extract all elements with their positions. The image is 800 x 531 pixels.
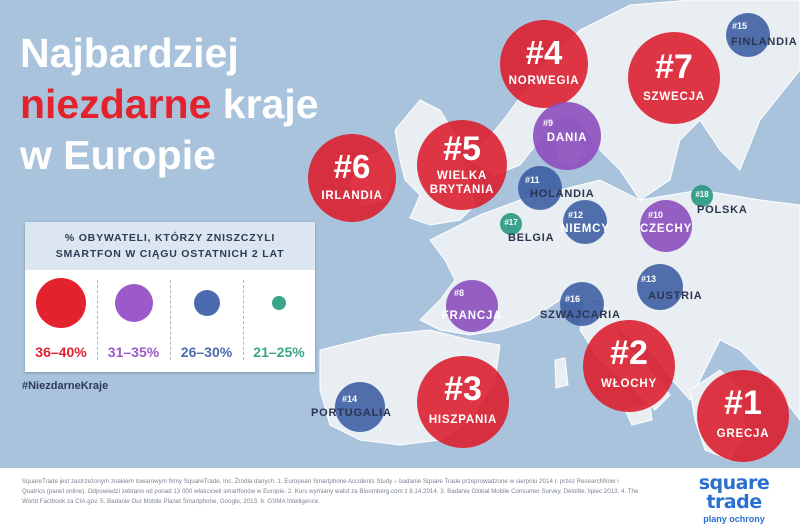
country-name: CZECHY	[639, 223, 693, 235]
footer: SquareTrade jest zastrzeżonym znakiem to…	[0, 468, 800, 531]
country-name: WIELKA BRYTANIA	[387, 169, 537, 197]
legend-dot-red	[36, 278, 86, 328]
legend-divider	[170, 280, 171, 360]
rank-label: #5	[443, 130, 481, 168]
country-name-portugalia: PORTUGALIA	[311, 407, 392, 419]
logo-line-1: square	[698, 472, 770, 494]
rank-label: #18	[695, 190, 709, 199]
rank-label: #4	[525, 34, 563, 71]
rank-label: #14	[342, 394, 358, 404]
country-name: WŁOCHY	[601, 378, 657, 390]
legend-divider	[243, 280, 244, 360]
legend: % OBYWATELI, KTÓRZY ZNISZCZYLI SMARTFON …	[25, 222, 315, 372]
title-line-3: w Europie	[20, 132, 216, 178]
bubble-grecja: #1 GRECJA	[697, 370, 789, 462]
country-name: NIEMCY	[560, 223, 610, 235]
rank-label: #8	[454, 288, 465, 298]
legend-label: 21–25%	[253, 344, 305, 360]
bubble-hiszpania: #3 HISZPANIA	[417, 356, 509, 448]
country-name-line-1: WIELKA	[436, 170, 488, 182]
title-highlight: niezdarne	[20, 81, 212, 127]
legend-dot-purple	[115, 284, 153, 322]
page-title: Najbardziej niezdarne kraje w Europie	[20, 28, 319, 181]
country-name-austria: AUSTRIA	[648, 290, 703, 302]
bubble-finlandia: #15	[726, 13, 770, 57]
bubble-belgia: #17	[500, 213, 522, 235]
rank-label: #6	[333, 148, 371, 185]
bubble-portugalia: #14	[335, 382, 385, 432]
rank-label: #15	[732, 21, 748, 31]
squaretrade-logo: square trade plany ochrony	[684, 472, 784, 525]
hashtag: #NiezdarneKraje	[22, 380, 109, 392]
country-name-polska: POLSKA	[697, 204, 748, 216]
bubble-holandia: #11	[518, 166, 562, 210]
country-name: FRANCJA	[441, 310, 503, 322]
country-name-finlandia: FINLANDIA	[731, 36, 798, 48]
legend-dot-green	[272, 296, 286, 310]
country-name-szwajcaria: SZWAJCARIA	[540, 309, 621, 321]
legend-item-26-30: 26–30%	[170, 270, 243, 372]
country-name: DANIA	[546, 132, 588, 144]
rank-label: #1	[724, 384, 762, 422]
source-footnote: SquareTrade jest zastrzeżonym znakiem to…	[22, 478, 639, 505]
legend-dot-blue	[194, 290, 220, 316]
rank-label: #2	[610, 334, 648, 372]
legend-heading: % OBYWATELI, KTÓRZY ZNISZCZYLI SMARTFON …	[25, 222, 315, 270]
bubble-wielka-brytania: #5 WIELKA BRYTANIA	[417, 120, 507, 210]
bubble-szwecja: #7 SZWECJA	[628, 32, 720, 124]
rank-label: #12	[568, 210, 584, 220]
bubble-polska: #18	[691, 185, 713, 207]
legend-item-36-40: 36–40%	[25, 270, 97, 372]
country-name-line-2: BRYTANIA	[429, 184, 495, 196]
legend-item-31-35: 31–35%	[97, 270, 170, 372]
bubble-irlandia: #6 IRLANDIA	[308, 134, 396, 222]
title-line-2-rest: kraje	[211, 81, 319, 127]
rank-label: #11	[525, 175, 540, 185]
rank-label: #16	[565, 294, 581, 304]
bubble-niemcy: #12 NIEMCY	[560, 200, 609, 244]
bubble-wlochy: #2 WŁOCHY	[583, 320, 675, 412]
rank-label: #9	[543, 118, 554, 128]
bubble-norwegia: #4 NORWEGIA	[500, 20, 588, 108]
title-line-1: Najbardziej	[20, 30, 239, 76]
rank-label: #7	[655, 48, 693, 86]
country-name: SZWECJA	[643, 91, 705, 103]
legend-item-21-25: 21–25%	[243, 270, 315, 372]
country-name: GRECJA	[716, 428, 770, 440]
rank-label: #17	[504, 218, 518, 227]
bubble-czechy: #10 CZECHY	[640, 200, 692, 252]
bubble-dania: #9 DANIA	[533, 102, 601, 170]
legend-label: 26–30%	[180, 344, 233, 360]
legend-label: 31–35%	[107, 344, 160, 360]
rank-label: #10	[648, 210, 664, 220]
legend-divider	[97, 280, 98, 360]
country-name: IRLANDIA	[321, 190, 383, 202]
bubble-austria: #13	[637, 264, 683, 310]
country-name: HISZPANIA	[428, 414, 498, 426]
title-line-2: niezdarne kraje	[20, 79, 319, 130]
country-name-belgia: BELGIA	[508, 232, 555, 244]
bubble-francja: #8 FRANCJA	[442, 280, 501, 332]
logo-line-2: trade	[706, 491, 762, 513]
legend-label: 36–40%	[35, 344, 87, 360]
country-name-holandia: HOLANDIA	[530, 188, 595, 200]
rank-label: #3	[444, 370, 482, 408]
bubble-szwajcaria: #16	[560, 282, 604, 326]
country-name: NORWEGIA	[508, 75, 580, 87]
rank-label: #13	[641, 274, 657, 284]
legend-heading-text: % OBYWATELI, KTÓRZY ZNISZCZYLI SMARTFON …	[55, 232, 285, 260]
logo-tagline: plany ochrony	[703, 514, 765, 524]
